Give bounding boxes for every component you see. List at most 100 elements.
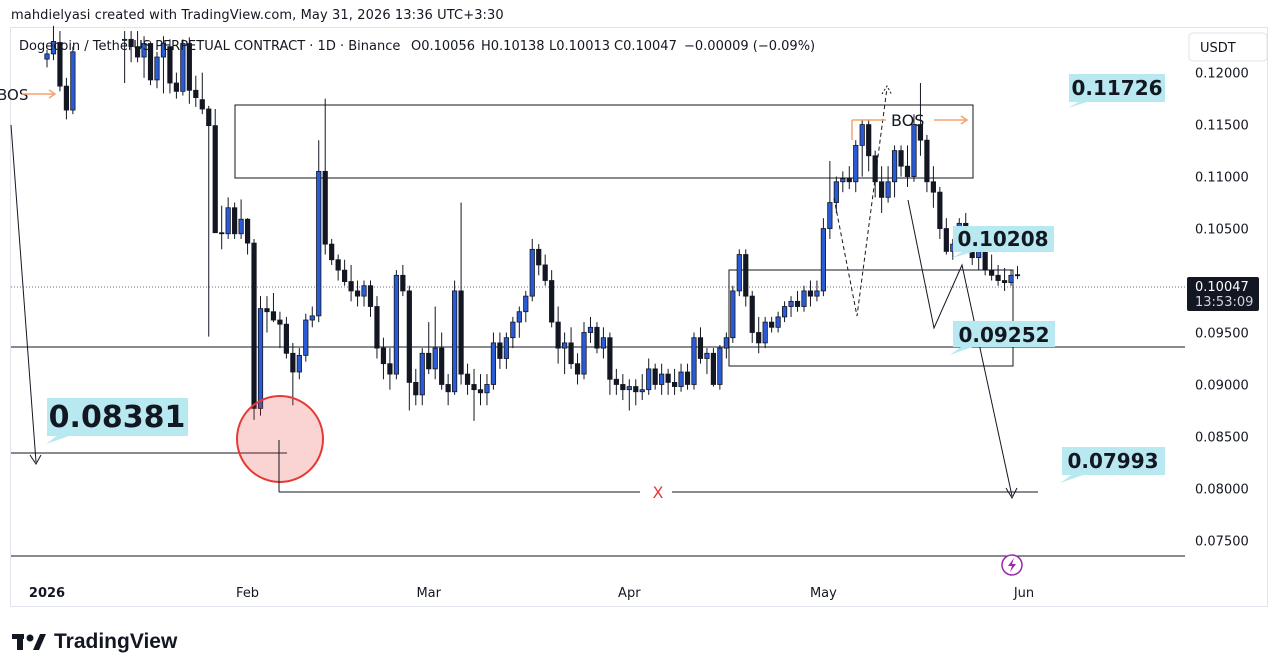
- price-axis[interactable]: 0.12000 0.11500 0.11000 0.10500 0.09500 0.090…: [1195, 67, 1249, 550]
- price-tick-label: 0.12000: [1195, 67, 1249, 82]
- candle: [523, 290, 529, 323]
- candle: [937, 186, 943, 239]
- candle: [646, 358, 652, 395]
- candle-body-down: [917, 124, 924, 141]
- candle: [879, 166, 885, 213]
- candle: [232, 202, 238, 239]
- callout-0.07993[interactable]: 0.07993: [1060, 447, 1165, 483]
- candle: [458, 202, 464, 385]
- candle-body-down: [574, 363, 581, 375]
- candle: [44, 49, 50, 68]
- tradingview-logo[interactable]: TradingView: [12, 630, 177, 654]
- time-axis[interactable]: 2026 Feb Mar Apr May Jun: [29, 586, 1034, 601]
- candle-body-up: [717, 347, 723, 385]
- candle-body-down: [283, 323, 289, 354]
- candle: [665, 368, 671, 395]
- candle: [749, 290, 755, 343]
- price-tick-label: 0.10500: [1195, 223, 1249, 238]
- candle-body-down: [342, 269, 348, 282]
- candle: [891, 145, 898, 198]
- supply-zone-box[interactable]: [234, 104, 974, 179]
- candle: [620, 374, 626, 401]
- price-tick-label: 0.07500: [1195, 534, 1249, 549]
- bos-label-right: BOS: [891, 111, 924, 130]
- candle-body-up: [393, 274, 399, 375]
- candle: [542, 254, 548, 286]
- candle-body-up: [691, 337, 697, 385]
- candle-body-down: [128, 38, 134, 48]
- candle-body-down: [354, 290, 361, 297]
- lightning-icon[interactable]: [1001, 554, 1023, 576]
- candle: [943, 218, 949, 255]
- candle-body-up: [303, 319, 309, 356]
- candle: [354, 280, 361, 307]
- current-price-tag[interactable]: 0.10047 13:53:09: [1187, 277, 1259, 311]
- projection-path: [907, 199, 1013, 497]
- candle: [516, 306, 522, 338]
- callout-0.09252[interactable]: 0.09252: [950, 321, 1055, 355]
- time-tick-label: Jun: [1013, 586, 1034, 601]
- candle: [173, 72, 179, 99]
- candle: [400, 264, 406, 297]
- currency-button[interactable]: USDT: [1188, 32, 1268, 62]
- candle-body-up: [639, 389, 645, 393]
- candle: [846, 166, 852, 190]
- candle: [238, 199, 244, 239]
- ohlc-high: H0.10138: [481, 39, 545, 54]
- candle: [704, 348, 710, 375]
- candle: [160, 36, 167, 94]
- candle-body-up: [646, 368, 652, 391]
- candle: [432, 306, 438, 380]
- candle-body-up: [788, 300, 794, 307]
- candle-body-down: [367, 285, 374, 307]
- candle-body-up: [70, 51, 76, 111]
- candle-body-down: [743, 254, 749, 297]
- candle-body-down: [937, 191, 943, 229]
- left-arrow-head: [29, 454, 42, 465]
- candle-body-up: [361, 285, 367, 297]
- candle-body-up: [840, 178, 846, 183]
- candle-body-up: [911, 124, 917, 177]
- ohlc-open: O0.10056: [411, 39, 475, 54]
- candle: [529, 238, 535, 302]
- candle: [270, 293, 277, 323]
- projection-arrow-head: [1005, 487, 1018, 500]
- candle: [904, 145, 911, 187]
- candle-body-up: [678, 371, 684, 387]
- candle-body-up: [490, 342, 497, 385]
- candle-body-up: [853, 144, 859, 183]
- candle: [678, 363, 684, 392]
- candle-body-up: [50, 41, 57, 55]
- dashed-zigzag: [833, 87, 888, 317]
- callout-0.08381[interactable]: 0.08381: [46, 398, 188, 444]
- candle: [277, 311, 283, 349]
- candle: [574, 353, 581, 385]
- candle-body-down: [756, 332, 762, 344]
- candle: [1008, 270, 1014, 286]
- candle: [154, 51, 160, 89]
- candle: [186, 37, 192, 104]
- candle: [199, 72, 205, 115]
- candle-body-up: [827, 202, 833, 229]
- callout-0.11726[interactable]: 0.11726: [1068, 74, 1165, 108]
- candle: [290, 342, 296, 406]
- time-tick-label: 2026: [29, 586, 65, 601]
- candle: [555, 306, 561, 364]
- candle-body-down: [497, 342, 503, 359]
- candle: [122, 31, 128, 84]
- candle: [309, 306, 315, 328]
- candle: [50, 25, 57, 61]
- candle: [439, 332, 445, 390]
- candle-body-down: [995, 274, 1001, 281]
- candle-body-down: [665, 373, 671, 383]
- candle-body-up: [309, 315, 315, 321]
- range-box[interactable]: [728, 269, 1014, 367]
- x-marker: X: [653, 483, 664, 502]
- candle: [367, 280, 374, 317]
- candle-body-down: [232, 207, 238, 235]
- svg-text:0.10208: 0.10208: [957, 227, 1048, 251]
- callout-0.10208[interactable]: 0.10208: [952, 226, 1054, 258]
- symbol-legend[interactable]: Dogecoin / TetherUS PERPETUAL CONTRACT ·…: [19, 39, 815, 54]
- candle-body-up: [814, 290, 820, 297]
